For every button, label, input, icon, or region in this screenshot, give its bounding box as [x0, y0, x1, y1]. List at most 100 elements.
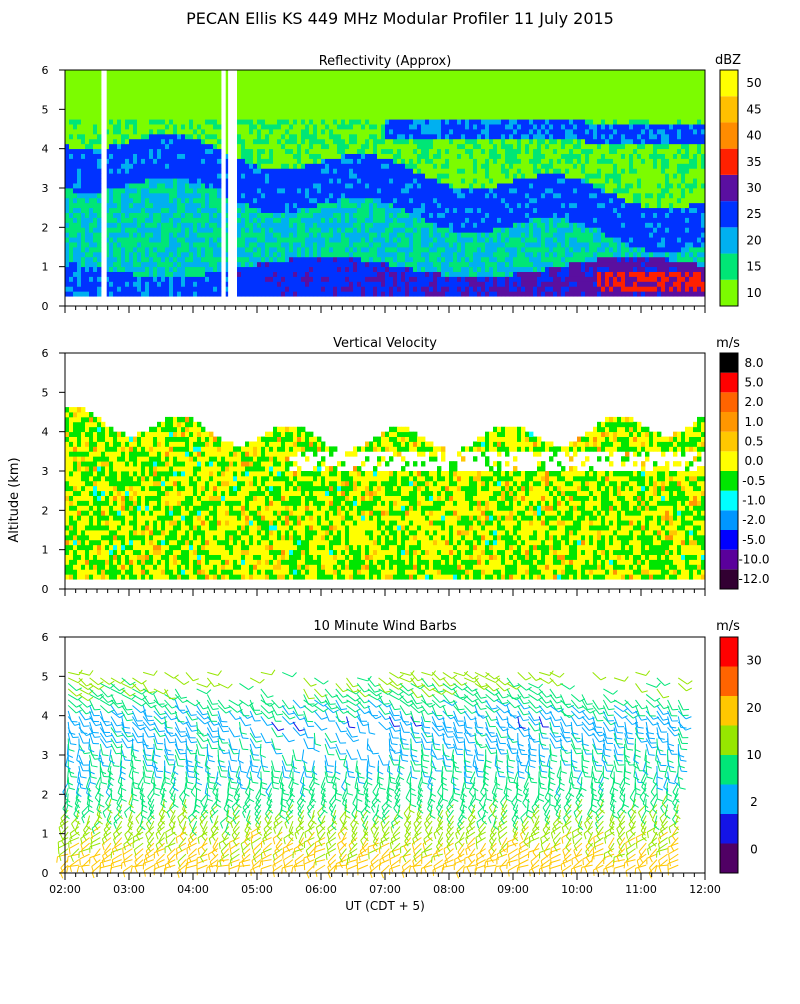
reflectivity-cell: [201, 252, 205, 257]
reflectivity-cell: [161, 100, 165, 105]
reflectivity-cell: [437, 173, 441, 178]
reflectivity-cell: [117, 232, 121, 237]
reflectivity-cell: [421, 178, 425, 183]
reflectivity-cell: [369, 70, 373, 75]
reflectivity-cell: [385, 109, 389, 114]
reflectivity-cell: [493, 232, 497, 237]
reflectivity-cell: [249, 134, 253, 139]
reflectivity-cell: [285, 100, 289, 105]
reflectivity-cell: [377, 232, 381, 237]
reflectivity-cell: [269, 134, 273, 139]
reflectivity-cell: [449, 242, 453, 247]
reflectivity-cell: [305, 75, 309, 80]
reflectivity-cell: [429, 242, 433, 247]
reflectivity-cell: [213, 168, 217, 173]
reflectivity-cell: [257, 291, 261, 296]
reflectivity-cell: [513, 247, 517, 252]
reflectivity-cell: [145, 198, 149, 203]
reflectivity-cell: [97, 286, 101, 291]
reflectivity-cell: [385, 262, 389, 267]
reflectivity-cell: [365, 222, 369, 227]
reflectivity-cell: [285, 90, 289, 95]
reflectivity-cell: [433, 227, 437, 232]
reflectivity-cell: [329, 80, 333, 85]
reflectivity-cell: [77, 144, 81, 149]
reflectivity-cell: [177, 227, 181, 232]
reflectivity-cell: [157, 183, 161, 188]
reflectivity-cell: [177, 80, 181, 85]
reflectivity-cell: [241, 222, 245, 227]
reflectivity-cell: [413, 178, 417, 183]
reflectivity-cell: [281, 100, 285, 105]
reflectivity-cell: [65, 129, 69, 134]
reflectivity-cell: [333, 70, 337, 75]
reflectivity-cell: [349, 149, 353, 154]
reflectivity-cell: [397, 227, 401, 232]
reflectivity-cell: [385, 178, 389, 183]
reflectivity-cell: [205, 119, 209, 124]
reflectivity-cell: [85, 193, 89, 198]
reflectivity-cell: [253, 218, 257, 223]
reflectivity-cell: [265, 237, 269, 242]
reflectivity-cell: [433, 70, 437, 75]
reflectivity-cell: [173, 272, 177, 277]
reflectivity-cell: [157, 144, 161, 149]
reflectivity-cell: [429, 168, 433, 173]
reflectivity-cell: [241, 114, 245, 119]
reflectivity-cell: [425, 85, 429, 90]
reflectivity-cell: [169, 252, 173, 257]
reflectivity-cell: [201, 257, 205, 262]
reflectivity-cell: [145, 173, 149, 178]
reflectivity-cell: [497, 213, 501, 218]
reflectivity-cell: [201, 262, 205, 267]
reflectivity-cell: [201, 154, 205, 159]
reflectivity-cell: [457, 213, 461, 218]
reflectivity-cell: [165, 232, 169, 237]
reflectivity-cell: [161, 149, 165, 154]
reflectivity-cell: [169, 222, 173, 227]
reflectivity-cell: [509, 119, 513, 124]
reflectivity-cell: [325, 218, 329, 223]
reflectivity-cell: [333, 198, 337, 203]
reflectivity-cell: [249, 213, 253, 218]
reflectivity-cell: [441, 124, 445, 129]
reflectivity-cell: [277, 149, 281, 154]
reflectivity-cell: [357, 291, 361, 296]
reflectivity-cell: [481, 75, 485, 80]
reflectivity-cell: [357, 183, 361, 188]
reflectivity-cell: [509, 242, 513, 247]
reflectivity-cell: [141, 203, 145, 208]
reflectivity-cell: [345, 208, 349, 213]
reflectivity-cell: [145, 129, 149, 134]
reflectivity-cell: [381, 75, 385, 80]
reflectivity-cell: [305, 232, 309, 237]
reflectivity-cell: [249, 232, 253, 237]
reflectivity-cell: [89, 75, 93, 80]
reflectivity-cell: [285, 291, 289, 296]
reflectivity-cell: [65, 159, 69, 164]
reflectivity-cell: [145, 144, 149, 149]
reflectivity-cell: [141, 144, 145, 149]
reflectivity-cell: [137, 159, 141, 164]
reflectivity-cell: [133, 75, 137, 80]
reflectivity-cell: [345, 281, 349, 286]
reflectivity-cell: [129, 218, 133, 223]
reflectivity-cell: [333, 242, 337, 247]
reflectivity-cell: [141, 90, 145, 95]
reflectivity-cell: [173, 193, 177, 198]
reflectivity-cell: [505, 247, 509, 252]
reflectivity-cell: [513, 213, 517, 218]
reflectivity-cell: [421, 75, 425, 80]
reflectivity-cell: [297, 213, 301, 218]
reflectivity-cell: [181, 281, 185, 286]
reflectivity-cell: [89, 109, 93, 114]
reflectivity-cell: [293, 129, 297, 134]
reflectivity-cell: [205, 257, 209, 262]
reflectivity-cell: [409, 85, 413, 90]
reflectivity-cell: [65, 149, 69, 154]
reflectivity-cell: [273, 124, 277, 129]
reflectivity-cell: [477, 247, 481, 252]
reflectivity-cell: [329, 227, 333, 232]
reflectivity-cell: [465, 90, 469, 95]
reflectivity-cell: [473, 154, 477, 159]
